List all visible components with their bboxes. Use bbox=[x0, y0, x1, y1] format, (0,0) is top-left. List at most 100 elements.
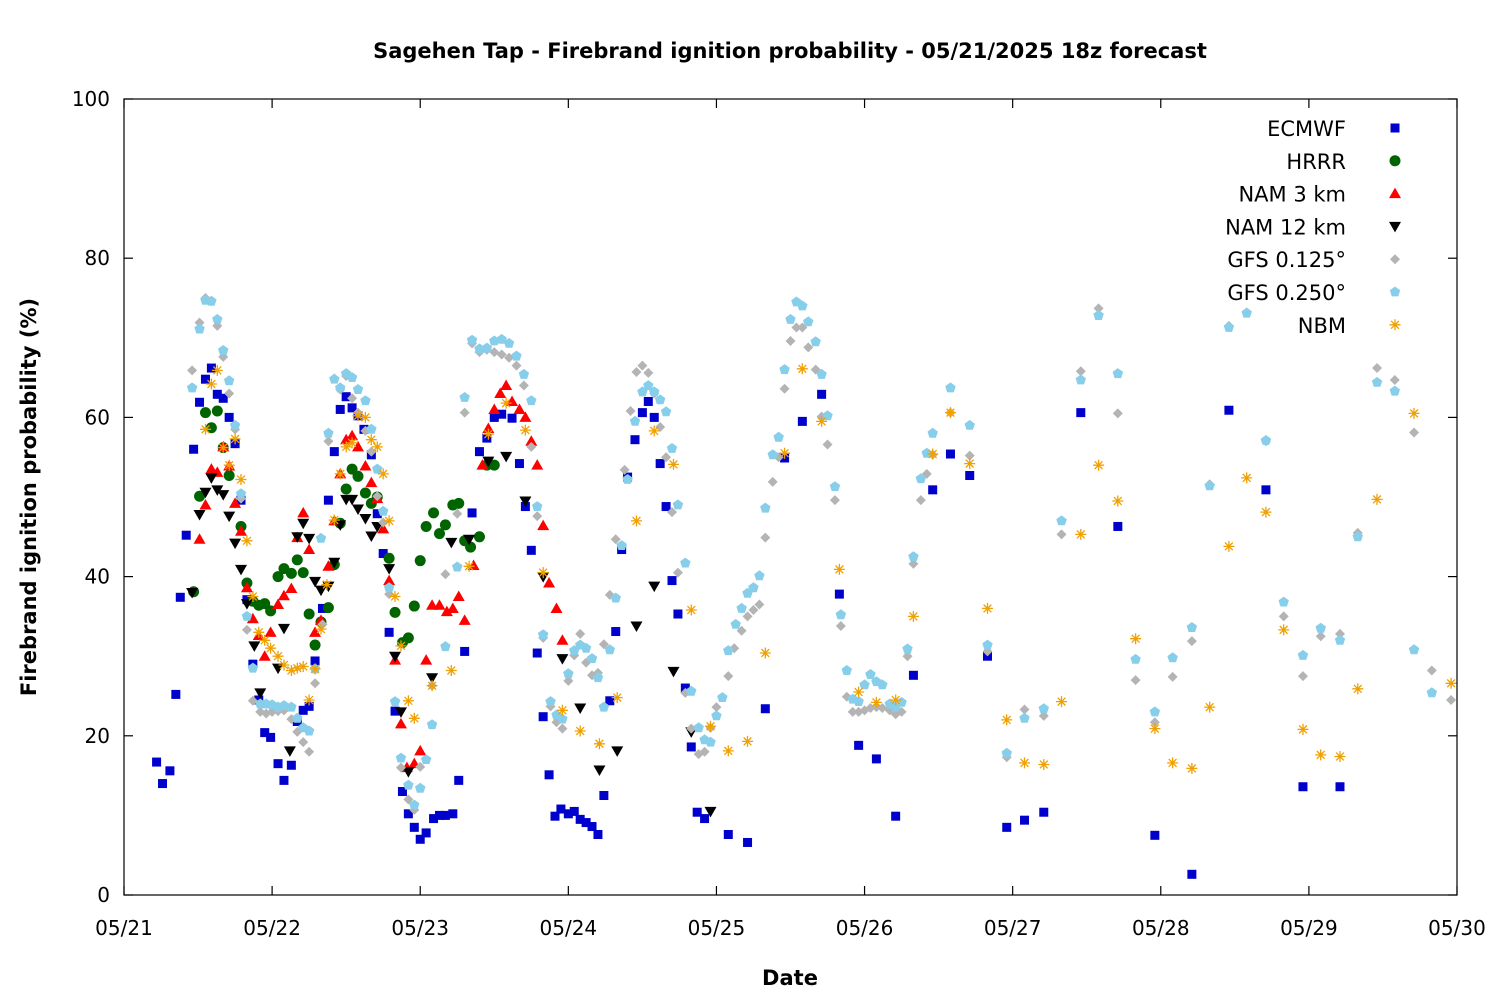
legend-label: GFS 0.250° bbox=[1227, 281, 1346, 305]
data-point bbox=[298, 737, 309, 748]
data-point bbox=[352, 384, 364, 394]
data-point bbox=[459, 392, 470, 402]
data-point bbox=[329, 373, 340, 384]
data-point bbox=[459, 407, 470, 418]
data-point bbox=[366, 446, 377, 457]
data-point bbox=[822, 439, 833, 450]
data-point bbox=[1223, 322, 1235, 332]
data-point bbox=[273, 759, 283, 769]
data-point bbox=[200, 423, 211, 435]
data-point bbox=[908, 551, 919, 562]
data-point bbox=[859, 679, 870, 690]
data-point bbox=[1426, 665, 1437, 676]
data-point bbox=[440, 569, 451, 580]
data-point bbox=[383, 564, 396, 575]
data-point bbox=[531, 459, 544, 470]
data-point bbox=[581, 818, 591, 828]
data-point bbox=[489, 347, 500, 358]
data-point bbox=[616, 540, 627, 550]
data-point bbox=[1297, 671, 1308, 682]
data-point bbox=[1093, 303, 1104, 314]
data-point bbox=[247, 591, 259, 602]
data-point bbox=[303, 694, 315, 706]
data-point bbox=[907, 610, 919, 622]
data-point bbox=[574, 703, 587, 714]
y-tick-label: 60 bbox=[85, 405, 110, 429]
x-tick-label: 05/25 bbox=[688, 916, 746, 940]
data-point bbox=[599, 791, 609, 800]
data-point bbox=[877, 679, 888, 690]
data-point bbox=[415, 782, 426, 793]
data-point bbox=[440, 810, 450, 820]
data-point bbox=[446, 602, 459, 613]
data-point bbox=[779, 364, 790, 375]
data-point bbox=[394, 717, 407, 729]
data-point bbox=[371, 441, 383, 453]
data-point bbox=[902, 651, 913, 662]
data-point bbox=[1409, 427, 1420, 438]
data-point bbox=[500, 379, 513, 391]
data-point bbox=[1075, 374, 1086, 385]
data-point bbox=[661, 452, 672, 463]
data-point bbox=[532, 648, 542, 658]
data-point bbox=[395, 640, 407, 652]
data-point bbox=[205, 463, 218, 474]
data-point bbox=[175, 592, 185, 602]
data-point bbox=[723, 830, 733, 840]
data-point bbox=[187, 365, 198, 376]
data-point bbox=[260, 728, 270, 738]
data-point bbox=[649, 386, 660, 397]
data-point bbox=[1149, 717, 1160, 728]
data-point bbox=[279, 775, 289, 785]
data-point bbox=[668, 458, 679, 470]
data-point bbox=[1150, 830, 1160, 840]
data-point bbox=[760, 532, 771, 543]
data-point bbox=[550, 602, 563, 613]
data-point bbox=[359, 459, 372, 471]
data-point bbox=[1389, 374, 1400, 385]
data-point bbox=[569, 806, 579, 816]
data-point bbox=[352, 470, 364, 482]
data-point bbox=[834, 589, 844, 599]
data-point bbox=[340, 483, 352, 495]
y-tick-label: 0 bbox=[97, 883, 110, 907]
data-point bbox=[1002, 822, 1012, 832]
data-point bbox=[395, 762, 406, 773]
data-point bbox=[730, 618, 741, 629]
data-point bbox=[630, 621, 643, 632]
data-point bbox=[303, 543, 316, 555]
data-point bbox=[1298, 782, 1308, 792]
data-point bbox=[286, 701, 297, 712]
data-point bbox=[1261, 485, 1271, 495]
data-point bbox=[1186, 622, 1198, 632]
data-point bbox=[518, 368, 530, 379]
x-tick-label: 05/27 bbox=[984, 916, 1042, 940]
data-point bbox=[309, 626, 322, 637]
data-point bbox=[229, 497, 242, 508]
data-point bbox=[593, 738, 605, 750]
data-point bbox=[575, 628, 586, 639]
data-point bbox=[403, 794, 414, 805]
data-point bbox=[189, 444, 199, 454]
data-point bbox=[1167, 652, 1178, 663]
data-point bbox=[705, 720, 716, 732]
axis-ticks: 05/21 05/22 05/23 05/24 05/25 05/26 05/27 05/28… bbox=[72, 87, 1486, 940]
data-point bbox=[328, 514, 340, 526]
data-point bbox=[195, 397, 205, 407]
data-point bbox=[927, 448, 939, 460]
data-point bbox=[1334, 628, 1345, 639]
data-point bbox=[1408, 644, 1420, 655]
y-tick-label: 100 bbox=[72, 87, 110, 111]
data-point bbox=[945, 449, 955, 459]
x-tick-label: 05/21 bbox=[95, 916, 153, 940]
data-point bbox=[303, 725, 315, 736]
data-point bbox=[767, 449, 778, 460]
data-point bbox=[655, 459, 665, 469]
data-point bbox=[211, 364, 223, 376]
legend-label: NAM 12 km bbox=[1225, 215, 1346, 239]
data-point bbox=[964, 450, 975, 461]
data-point bbox=[796, 363, 808, 375]
data-point bbox=[496, 333, 507, 344]
data-point bbox=[298, 705, 308, 715]
data-point bbox=[563, 809, 573, 819]
